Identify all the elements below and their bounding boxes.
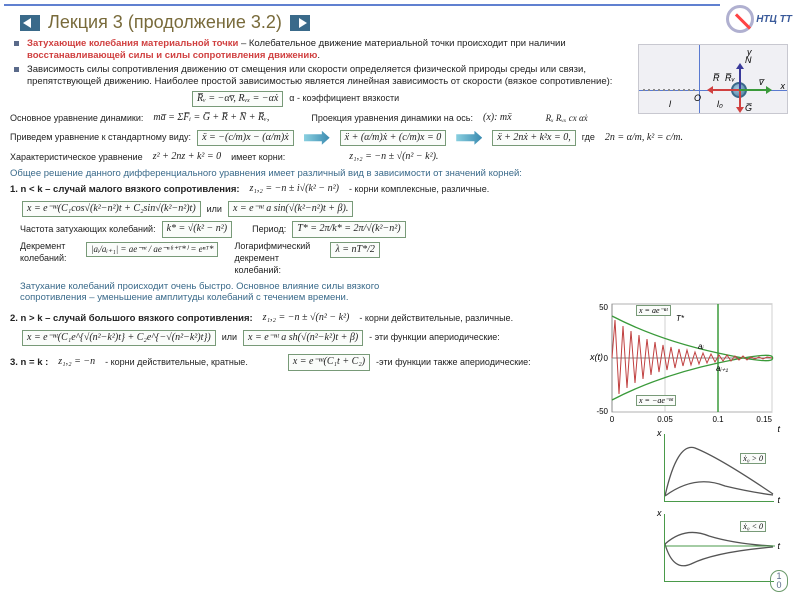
c3-desc: -эти функции также апериодические:	[376, 357, 531, 368]
mg-x2: x	[657, 508, 662, 518]
f-projr: Rₓ Rᵥₓ cx αẋ	[542, 112, 592, 125]
chart-ylabel: x(t)	[590, 352, 603, 362]
arrow-icon	[304, 131, 330, 145]
f-std3: ẍ + 2nẋ + k²x = 0,	[492, 130, 576, 147]
general-text: Общее решение данного дифференциального …	[10, 168, 522, 180]
logdecr-label: Логарифмический декремент колебаний:	[234, 241, 310, 275]
f-c3roots: z₁,₂ = −n	[54, 355, 99, 370]
svg-text:0.15: 0.15	[756, 415, 772, 424]
f-std2: ẍ + (α/m)ẋ + (c/m)x = 0	[340, 130, 447, 147]
mg-t2: t	[777, 541, 780, 551]
char-label: Характеристическое уравнение	[10, 152, 143, 163]
f-std1: ẍ = −(c/m)x − (α/m)ẋ	[197, 130, 294, 147]
slide-title: Лекция 3 (продолжение 3.2)	[48, 12, 282, 33]
mg-x: x	[657, 428, 662, 438]
b1-rest: – Колебательное движение материальной то…	[238, 38, 565, 49]
mini-graph-neg: x t ẋ₀ < 0	[664, 514, 774, 582]
dyn-label: Основное уравнение динамики:	[10, 113, 143, 124]
f-c2roots: z₁,₂ = −n ± √(n² − k²)	[259, 311, 354, 326]
or2: или	[222, 332, 237, 343]
svg-text:50: 50	[599, 303, 608, 312]
svg-text:0: 0	[610, 415, 615, 424]
c2-desc: - эти функции апериодические:	[369, 332, 500, 343]
f-charroots: z₁,₂ = −n ± √(n² − k²).	[345, 150, 442, 165]
damped-chart: 50 0 -50 0 0.05 0.1 0.15 x(t) t x = ae⁻ⁿ…	[588, 298, 778, 428]
lbl-ai1: aᵢ₊₁	[716, 364, 728, 373]
cond-pos: ẋ₀ > 0	[740, 453, 766, 464]
bullet-2: Зависимость силы сопротивления движению …	[10, 64, 790, 88]
case2-title: 2. n > k – случай большого вязкого сопро…	[10, 313, 253, 325]
or1: или	[207, 204, 222, 215]
c2-roots-desc: - корни действительные, различные.	[359, 313, 513, 324]
f-c2sol1: x = e⁻ⁿᵗ(C₁e^{√(n²−k²)t} + C₂e^{−√(n²−k²…	[22, 330, 216, 347]
pn2: 0	[776, 581, 781, 590]
logo-text: НТЦ ТТ	[756, 14, 792, 25]
where: где	[582, 132, 595, 143]
f-wheredef: 2n = α/m, k² = c/m.	[601, 131, 687, 146]
f-c3sol: x = e⁻ⁿᵗ(C₁t + C₂)	[288, 354, 370, 371]
case3-title: 3. n = k :	[10, 357, 48, 369]
lbl-T: T*	[676, 314, 684, 323]
f-dyn: ma̅ = ΣF̅ᵢ = G̅ + R̅ + N̅ + R̅ᵥ,	[149, 111, 273, 126]
f-c2sol2: x = e⁻ⁿᵗ a sh(√(n²−k²)t + β)	[243, 330, 363, 347]
f-logdecr: λ = nT*/2	[330, 242, 379, 259]
next-slide-button[interactable]	[290, 15, 310, 31]
f-viscous: R̅ᵥ = −αv̅, Rᵥₓ = −αẋ	[192, 91, 283, 108]
f-freq: k* = √(k² − n²)	[162, 221, 233, 238]
top-divider	[4, 4, 720, 6]
bullet-1: Затухающие колебания материальной точки …	[10, 38, 790, 62]
c3-roots-desc: - корни действительные, кратные.	[105, 357, 248, 368]
std-label: Приведем уравнение к стандартному виду:	[10, 132, 191, 143]
svg-text:0.1: 0.1	[712, 415, 724, 424]
b1-red1: восстанавливающей силы и силы сопротивле…	[27, 50, 317, 61]
f-decr: |aᵢ/aᵢ₊₁| = ae⁻ⁿᵗ / ae⁻ⁿ⁽ᵗ⁺ᵀ*⁾ = eⁿᵀ*	[86, 242, 218, 257]
logo-ring-icon	[726, 5, 754, 33]
b2-text: Зависимость силы сопротивления движению …	[27, 64, 612, 87]
period-label: Период:	[252, 224, 286, 235]
f-c1sol1: x = e⁻ⁿᵗ(C₁cos√(k²−n²)t + C₂sin√(k²−n²)t…	[22, 201, 201, 218]
mini-graph-pos: x t ẋ₀ > 0	[664, 434, 774, 502]
mg-t: t	[777, 495, 780, 505]
freq-label: Частота затухающих колебаний:	[20, 224, 156, 235]
bullet-icon	[14, 67, 19, 72]
title-row: Лекция 3 (продолжение 3.2)	[20, 12, 310, 33]
f-c1roots: z₁,₂ = −n ± i√(k² − n²)	[246, 182, 343, 197]
arrow-icon	[456, 131, 482, 145]
prev-slide-button[interactable]	[20, 15, 40, 31]
logo: НТЦ ТТ	[724, 4, 794, 34]
f-period: T* = 2π/k* = 2π/√(k²−n²)	[292, 221, 405, 238]
chart-xlabel: t	[777, 424, 780, 434]
lbl-ai: aᵢ	[698, 342, 703, 351]
svg-text:0.05: 0.05	[657, 415, 673, 424]
env-top: x = ae⁻ⁿᵗ	[636, 305, 671, 316]
f-c1sol2: x = e⁻ⁿᵗ a sin(√(k²−n²)t + β).	[228, 201, 353, 218]
b1-end: .	[317, 50, 320, 61]
svg-text:0: 0	[604, 354, 609, 363]
cond-neg: ẋ₀ < 0	[740, 521, 766, 532]
env-bot: x = −ae⁻ⁿᵗ	[636, 395, 676, 406]
alpha-label: α - коэффициент вязкости	[289, 93, 399, 104]
b1-term: Затухающие колебания материальной точки	[27, 38, 238, 49]
proj-label: Проекция уравнения динамики на ось:	[311, 113, 473, 124]
page-number: 1 0	[770, 570, 788, 592]
f-char: z² + 2nz + k² = 0	[149, 150, 225, 165]
char-has: имеет корни:	[231, 152, 285, 163]
f-projx: (x): mẍ	[479, 111, 516, 126]
svg-text:-50: -50	[596, 407, 608, 416]
bullet-icon	[14, 41, 19, 46]
damping-note: Затухание колебаний происходит очень быс…	[20, 281, 430, 305]
case1-title: 1. n < k – случай малого вязкого сопроти…	[10, 184, 240, 196]
c1-roots-desc: - корни комплексные, различные.	[349, 184, 489, 195]
decr-label: Декремент колебаний:	[20, 241, 66, 263]
